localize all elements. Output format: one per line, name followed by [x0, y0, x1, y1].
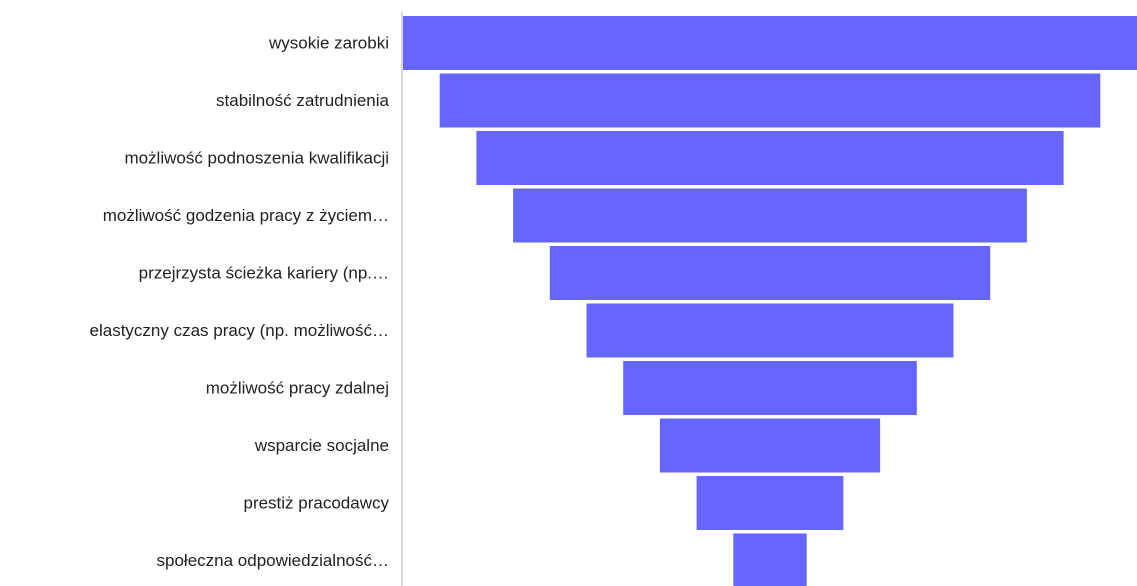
category-label: możliwość pracy zdalnej	[206, 379, 389, 398]
category-label: prestiż pracodawcy	[243, 494, 389, 513]
category-label: przejrzysta ścieżka kariery (np.…	[139, 264, 389, 283]
category-label: możliwość podnoszenia kwalifikacji	[124, 149, 389, 168]
category-label: elastyczny czas pracy (np. możliwość…	[90, 321, 389, 340]
funnel-bar	[623, 361, 917, 415]
category-labels: wysokie zarobki stabilność zatrudnienia mo…	[90, 34, 390, 571]
funnel-bar	[476, 131, 1064, 185]
funnel-bar	[549, 246, 991, 300]
funnel-bar	[659, 418, 881, 473]
funnel-bar	[696, 476, 844, 530]
funnel-bar	[513, 188, 1027, 243]
category-label: wsparcie socjalne	[254, 436, 389, 455]
funnel-bar	[733, 533, 807, 586]
category-label: możliwość godzenia pracy z życiem…	[103, 206, 389, 225]
category-label: stabilność zatrudnienia	[216, 91, 389, 110]
funnel-bar	[586, 303, 954, 358]
category-label: wysokie zarobki	[268, 34, 389, 53]
funnel-bar	[439, 73, 1101, 128]
funnel-bars	[403, 16, 1137, 586]
category-label: społeczna odpowiedzialność…	[157, 551, 389, 570]
funnel-bar	[403, 16, 1137, 70]
